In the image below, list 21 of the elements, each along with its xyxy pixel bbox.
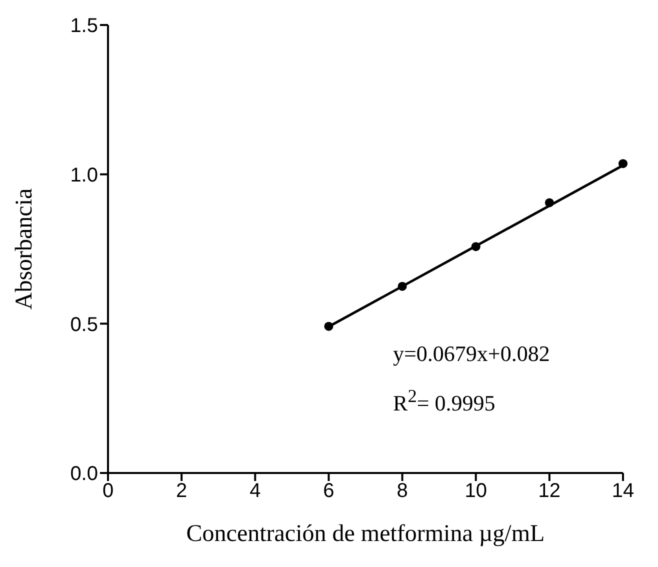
x-tick-label: 8 bbox=[396, 480, 408, 502]
point bbox=[544, 198, 554, 208]
x-tick-label: 12 bbox=[538, 480, 561, 502]
y-tick-label: 0.5 bbox=[70, 314, 98, 336]
point bbox=[471, 242, 480, 252]
y-tick-label: 1.0 bbox=[70, 164, 98, 186]
x-tick-label: 14 bbox=[612, 480, 634, 502]
x-tick-label: 6 bbox=[323, 480, 334, 502]
point bbox=[618, 159, 628, 168]
x-tick-label: 2 bbox=[176, 480, 188, 502]
x-tick-label: 10 bbox=[464, 480, 487, 502]
annotation: y=0.0679x+0.082 bbox=[393, 341, 550, 367]
x-axis-title: Concentración de metformina µg/mL bbox=[186, 521, 545, 547]
y-axis-title: Absorbancia bbox=[12, 188, 38, 310]
point bbox=[398, 282, 407, 291]
y-tick-label: 0.0 bbox=[70, 463, 98, 486]
y-tick-label: 1.5 bbox=[70, 15, 98, 38]
point bbox=[324, 322, 334, 331]
x-tick-label: 4 bbox=[250, 480, 261, 502]
x-tick-label: 0 bbox=[102, 480, 114, 502]
annotation: R$^{2}$= 0.9995 bbox=[393, 386, 496, 416]
